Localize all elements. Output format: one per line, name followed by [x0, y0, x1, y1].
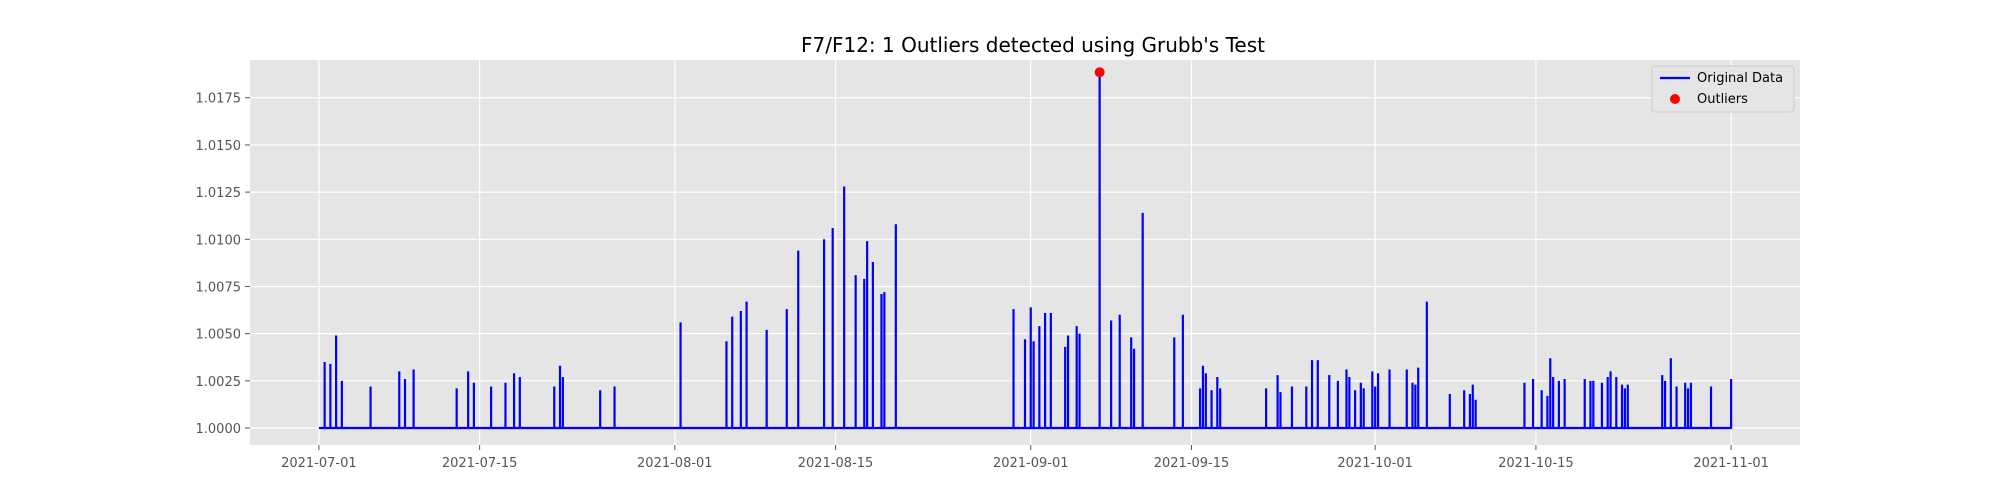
legend: Original Data Outliers	[1651, 65, 1795, 113]
y-tick-label: 1.0000	[196, 422, 242, 437]
original-data-line	[318, 72, 1733, 430]
y-tick-label: 1.0050	[196, 328, 242, 343]
x-tick-label: 2021-10-15	[1498, 456, 1574, 471]
x-tick-label: 2021-10-01	[1337, 456, 1413, 471]
y-tick-label: 1.0075	[196, 280, 242, 295]
y-tick-label: 1.0175	[196, 92, 242, 107]
x-tick-label: 2021-09-01	[993, 456, 1069, 471]
series-outliers	[1094, 67, 1105, 78]
x-tick-label: 2021-09-15	[1154, 456, 1230, 471]
y-tick-label: 1.0025	[196, 375, 242, 390]
x-tick-label: 2021-08-01	[637, 456, 713, 471]
x-tick-label: 2021-07-01	[281, 456, 357, 471]
y-tick-label: 1.0150	[196, 139, 242, 154]
series-original-data	[318, 72, 1733, 430]
x-tick-label: 2021-08-15	[798, 456, 874, 471]
axes: 1.0000 1.0025 1.0050 1.0075 1.0100 1.0125 1.01…	[196, 92, 1769, 471]
x-tick-label: 2021-11-01	[1693, 456, 1769, 471]
y-tick-label: 1.0100	[196, 233, 242, 248]
legend-label-outliers: Outliers	[1697, 92, 1748, 107]
x-tick-label: 2021-07-15	[442, 456, 518, 471]
legend-label-original-data: Original Data	[1697, 71, 1783, 86]
chart-title: F7/F12: 1 Outliers detected using Grubb'…	[801, 33, 1265, 57]
y-tick-label: 1.0125	[196, 186, 242, 201]
legend-marker-outliers	[1670, 94, 1680, 104]
outlier-point	[1094, 67, 1105, 78]
